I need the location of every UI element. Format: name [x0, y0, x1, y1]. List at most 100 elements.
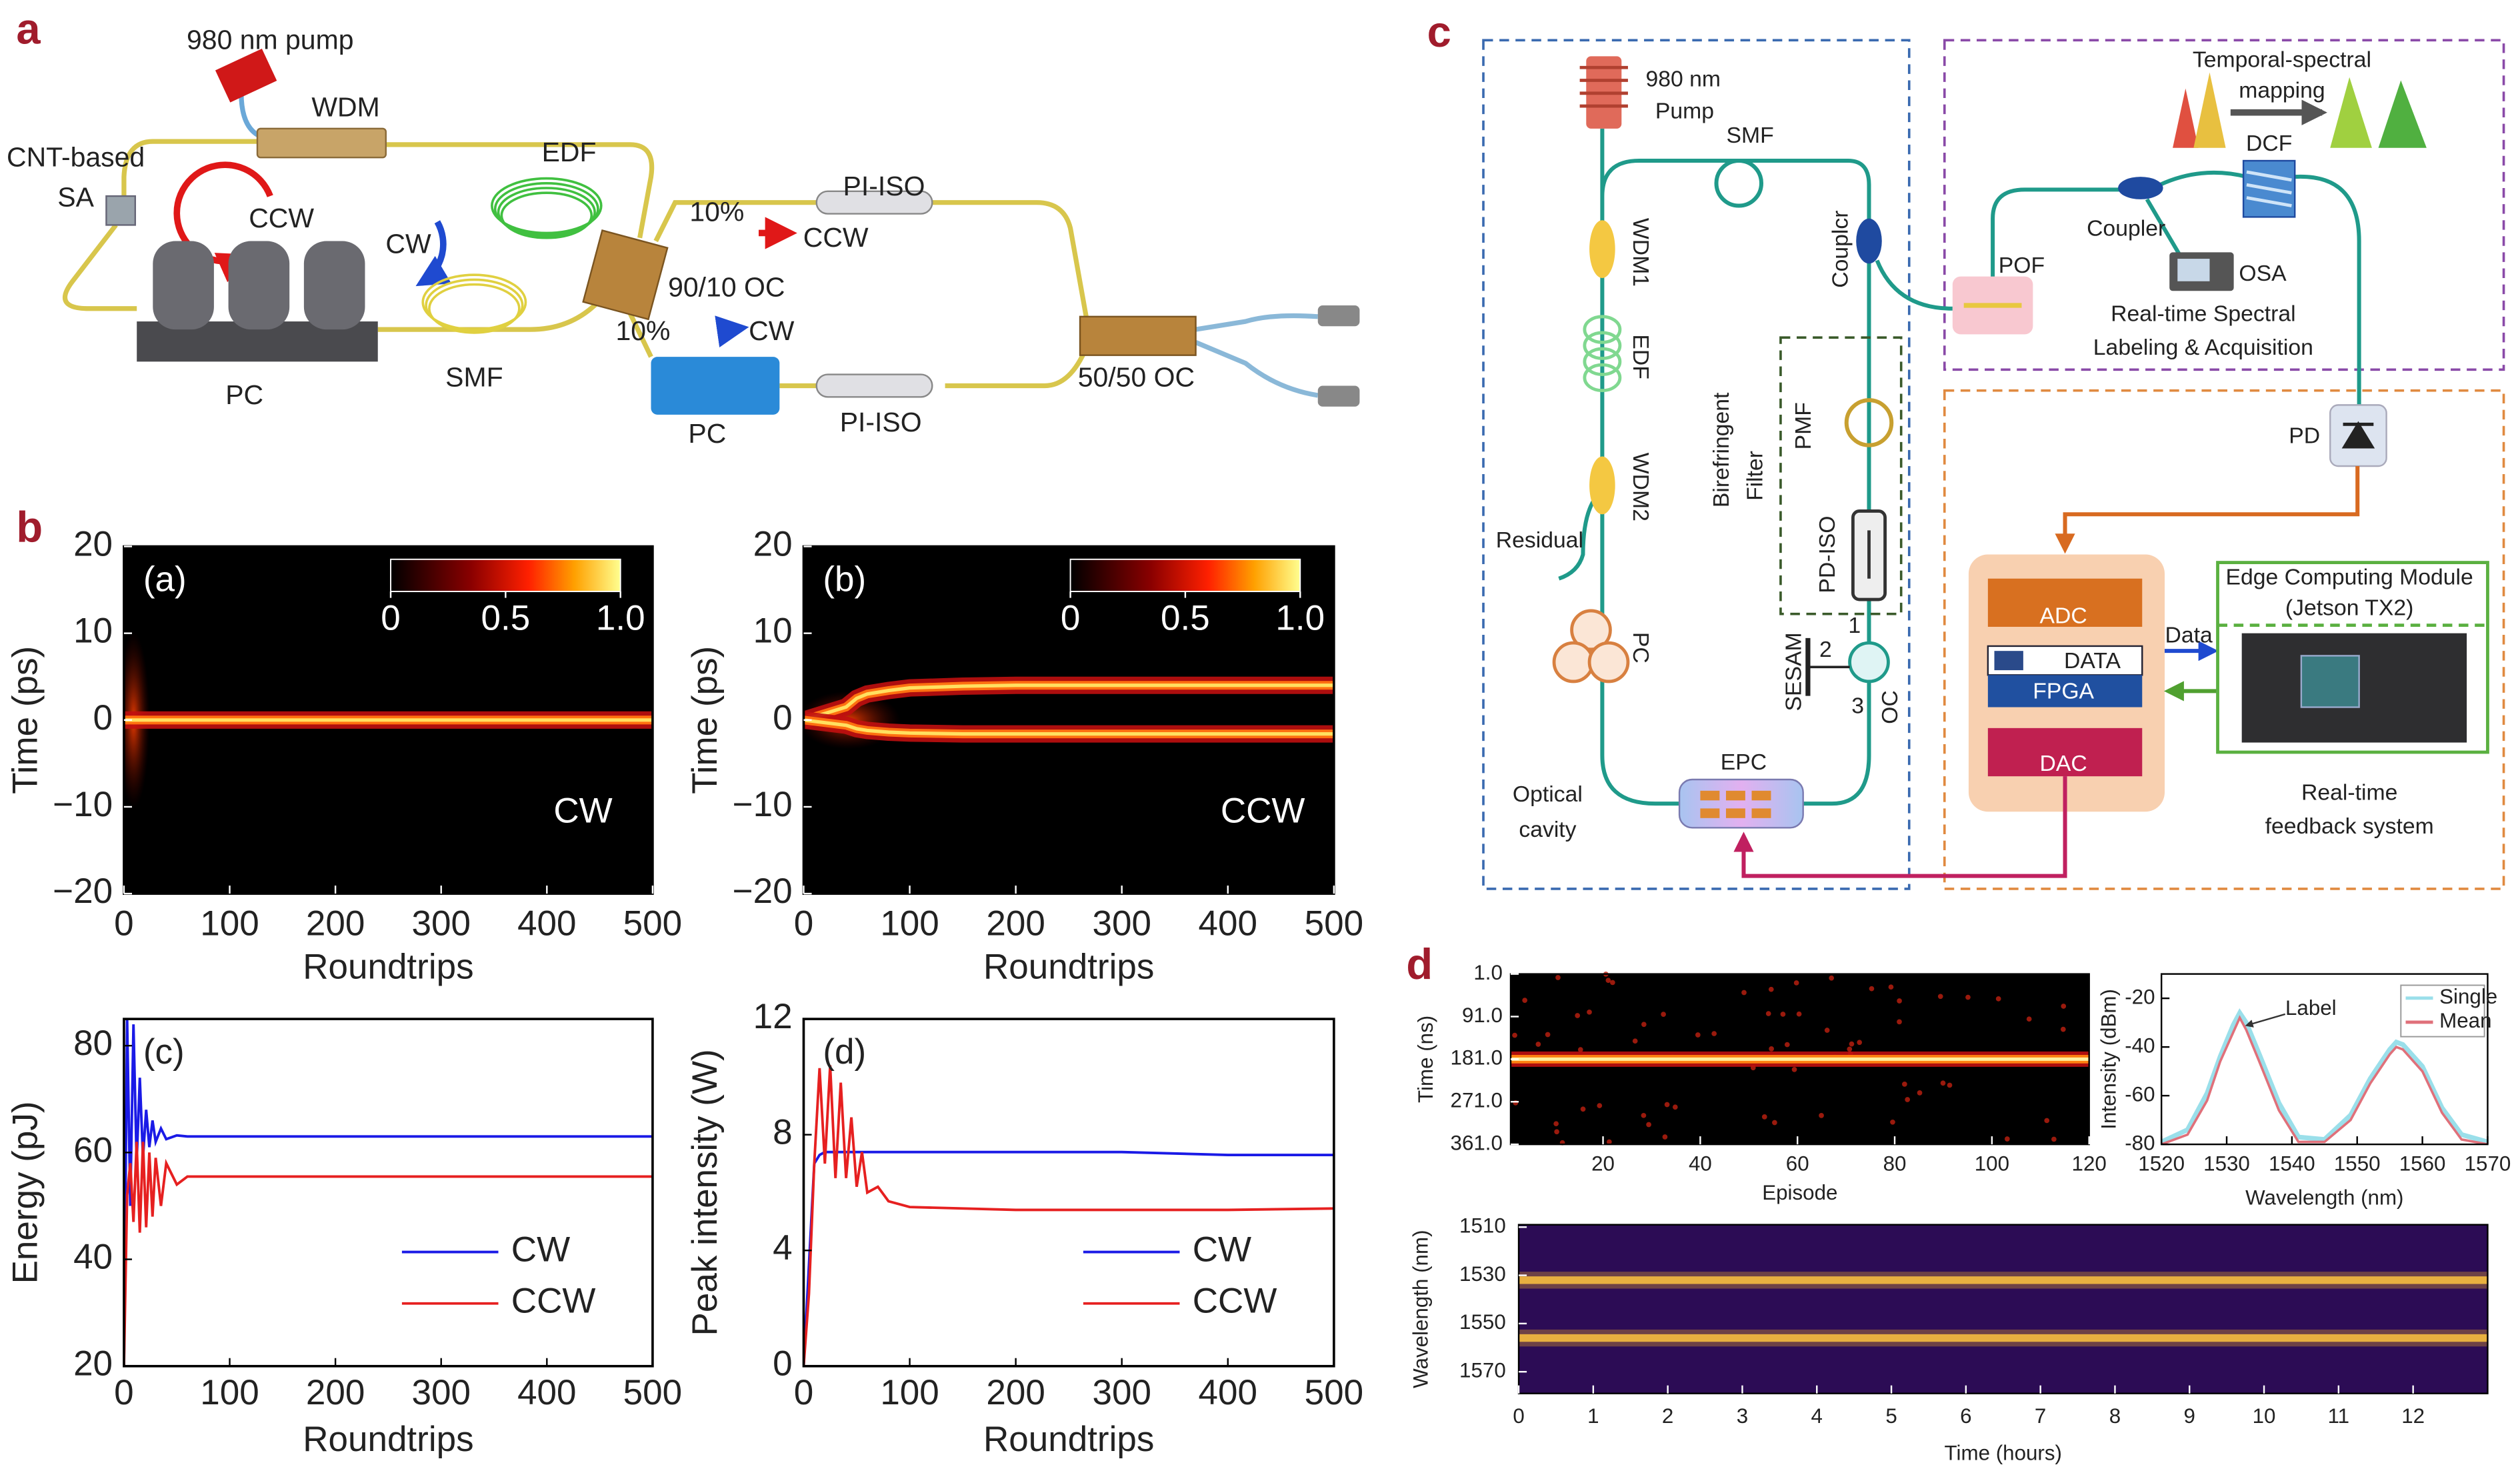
fiber	[377, 300, 600, 332]
label: PI-ISO	[843, 171, 925, 201]
legend-label: CW	[1193, 1230, 1251, 1270]
noise-speckle	[1664, 1102, 1670, 1108]
x-tick-label: 2	[1662, 1404, 1673, 1428]
feedback-box	[1943, 389, 2505, 890]
connector	[1317, 385, 1360, 407]
x-tick-label: 11	[2328, 1404, 2350, 1428]
label: SMF	[1727, 123, 1774, 148]
noise-speckle	[1780, 1012, 1786, 1017]
edf-coil	[491, 177, 603, 239]
colorbar-tick-label: 1.0	[1275, 598, 1325, 637]
noise-speckle	[2051, 1136, 2057, 1142]
cavity-box	[1482, 39, 1911, 890]
annotation: Label	[2285, 996, 2337, 1020]
x-tick-label: 7	[2035, 1404, 2046, 1428]
label: EDF	[1628, 334, 1653, 379]
x-tick-label: 40	[1689, 1152, 1712, 1176]
noise-speckle	[1890, 1119, 1895, 1125]
pmf-loop	[1844, 398, 1894, 447]
x-tick-label: 5	[1885, 1404, 1897, 1428]
label: FPGA	[2033, 679, 2094, 704]
label: 1	[1848, 613, 1861, 638]
x-axis-label: Roundtrips	[303, 1420, 473, 1459]
y-tick-label: 1.0	[1473, 961, 1503, 984]
label: WDM2	[1628, 453, 1653, 521]
noise-speckle	[1535, 1042, 1541, 1047]
y-tick-label: 4	[773, 1228, 793, 1268]
series-line	[2161, 1008, 2488, 1144]
noise-speckle	[2060, 1026, 2066, 1032]
y-tick-label: −20	[53, 872, 113, 911]
label: CW	[385, 229, 431, 259]
x-tick-label: 300	[411, 1373, 470, 1412]
label: CCW	[249, 203, 314, 233]
y-tick-label: −10	[733, 785, 793, 824]
noise-speckle	[1829, 975, 1835, 981]
y-tick-label: -20	[2125, 985, 2155, 1008]
noise-speckle	[1662, 1134, 1668, 1140]
noise-speckle	[1606, 1139, 1612, 1145]
x-tick-label: 100	[1975, 1152, 2009, 1176]
x-tick-label: 1520	[2138, 1152, 2185, 1176]
noise-speckle	[1761, 1114, 1767, 1120]
x-tick-label: 1570	[2465, 1152, 2511, 1176]
output-arrow	[715, 315, 749, 348]
noise-speckle	[1545, 1032, 1551, 1038]
colorbar-tick-label: 0.5	[481, 598, 531, 637]
label: ADC	[2040, 603, 2087, 628]
plot-frame	[802, 1018, 1335, 1368]
label: WDM1	[1628, 218, 1653, 287]
series-line	[123, 1142, 653, 1366]
noise-speckle	[1995, 996, 2001, 1002]
noise-speckle	[1772, 1120, 1777, 1126]
x-tick-label: 1530	[2203, 1152, 2250, 1176]
y-tick-label: 0	[773, 698, 793, 738]
label: Optical	[1513, 782, 1583, 807]
x-tick-label: 500	[1305, 904, 1363, 943]
colorbar-tick-label: 0	[381, 598, 401, 637]
x-tick-label: 100	[880, 904, 939, 943]
label: Pump	[1655, 99, 1714, 124]
series-line	[2161, 1015, 2488, 1145]
y-tick-label: 181.0	[1451, 1046, 1503, 1070]
noise-speckle	[1793, 980, 1799, 986]
dcf-coil	[2246, 170, 2292, 207]
y-tick-label: −20	[733, 872, 793, 911]
y-tick-label: 0	[773, 1344, 793, 1384]
y-axis-label: Peak intensity (W)	[685, 1049, 725, 1336]
x-tick-label: 200	[986, 904, 1045, 943]
noise-speckle	[1632, 1038, 1638, 1044]
plot-frame	[123, 1018, 654, 1368]
label: PC	[688, 418, 726, 449]
x-tick-label: 1560	[2399, 1152, 2446, 1176]
x-tick-label: 80	[1883, 1152, 1907, 1176]
noise-speckle	[1849, 1041, 1855, 1047]
x-tick-label: 1540	[2269, 1152, 2315, 1176]
noise-speckle	[1711, 1031, 1717, 1036]
y-axis-label: Wavelength (nm)	[1409, 1230, 1433, 1388]
label: Data	[2165, 622, 2213, 647]
y-tick-label: 20	[753, 524, 793, 563]
x-axis-label: Roundtrips	[983, 947, 1154, 986]
connector	[1317, 305, 1360, 327]
spectrum-peak	[2173, 88, 2199, 148]
annotation: CCW	[1221, 792, 1305, 831]
spectrum-peak	[2330, 77, 2372, 148]
noise-speckle	[1575, 1013, 1581, 1018]
noise-speckle	[1965, 994, 1971, 1000]
legend-label: CCW	[511, 1282, 596, 1321]
noise-speckle	[2004, 1136, 2010, 1142]
label: EDF	[542, 137, 597, 167]
saturable-absorber	[105, 195, 137, 226]
noise-speckle	[1769, 1046, 1774, 1052]
isolator	[815, 190, 933, 215]
x-tick-label: 1	[1587, 1404, 1599, 1428]
chip	[2300, 655, 2360, 708]
x-tick-label: 0	[794, 1373, 814, 1412]
label: PD-ISO	[1815, 515, 1840, 593]
y-tick-label: -60	[2125, 1082, 2155, 1106]
data-icon	[1994, 651, 2023, 671]
panel-label: c	[1427, 7, 1451, 56]
edf-coil	[1583, 315, 1622, 393]
noise-speckle	[2026, 1016, 2032, 1022]
